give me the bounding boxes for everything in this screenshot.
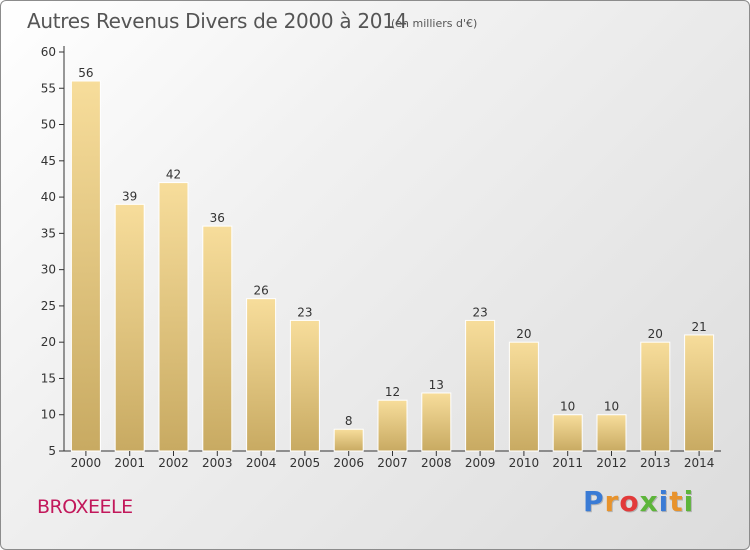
bar bbox=[552, 414, 583, 452]
y-tick-label: 30 bbox=[41, 263, 56, 277]
logo-letter: x bbox=[639, 485, 659, 518]
x-tick-label: 2013 bbox=[640, 456, 671, 470]
bar bbox=[640, 341, 671, 452]
x-tick-label: 2005 bbox=[290, 456, 321, 470]
y-tick-label: 40 bbox=[41, 190, 56, 204]
x-tick-label: 2012 bbox=[596, 456, 627, 470]
bar bbox=[333, 428, 364, 452]
y-tick-label: 5 bbox=[48, 444, 56, 458]
bar bbox=[70, 80, 101, 452]
x-tick-label: 2002 bbox=[158, 456, 189, 470]
bar bbox=[684, 334, 715, 452]
logo-letter: r bbox=[604, 485, 620, 518]
bar bbox=[202, 225, 233, 452]
x-tick-label: 2010 bbox=[509, 456, 540, 470]
y-tick-label: 55 bbox=[41, 81, 56, 95]
data-label: 56 bbox=[78, 66, 93, 80]
y-tick-label: 25 bbox=[41, 299, 56, 313]
x-tick-label: 2000 bbox=[71, 456, 102, 470]
x-tick-label: 2014 bbox=[684, 456, 715, 470]
data-label: 20 bbox=[648, 327, 663, 341]
place-name: BROXEELE bbox=[37, 496, 133, 518]
chart-title: Autres Revenus Divers de 2000 à 2014 bbox=[27, 9, 408, 33]
x-tick-label: 2011 bbox=[552, 456, 583, 470]
data-label: 10 bbox=[604, 400, 619, 414]
data-label: 20 bbox=[516, 327, 531, 341]
logo-letter: i bbox=[683, 485, 695, 518]
data-label: 36 bbox=[210, 211, 225, 225]
logo-letter: t bbox=[669, 485, 684, 518]
x-tick-label: 2009 bbox=[465, 456, 496, 470]
y-tick-label: 35 bbox=[41, 226, 56, 240]
bar bbox=[289, 319, 320, 452]
data-label: 13 bbox=[429, 378, 444, 392]
y-tick-label: 50 bbox=[41, 118, 56, 132]
data-label: 21 bbox=[691, 320, 706, 334]
proxiti-logo[interactable]: Proxiti bbox=[583, 485, 694, 518]
data-label: 42 bbox=[166, 168, 181, 182]
bar bbox=[158, 182, 189, 452]
bar bbox=[421, 392, 452, 452]
bar bbox=[246, 298, 277, 452]
chart-subtitle: (en milliers d'€) bbox=[391, 17, 478, 30]
x-tick-label: 2001 bbox=[114, 456, 145, 470]
y-tick-label: 20 bbox=[41, 335, 56, 349]
data-label: 10 bbox=[560, 400, 575, 414]
data-label: 39 bbox=[122, 189, 137, 203]
y-tick-label: 45 bbox=[41, 154, 56, 168]
data-label: 12 bbox=[385, 385, 400, 399]
bar bbox=[465, 319, 496, 452]
bar bbox=[508, 341, 539, 452]
data-label: 23 bbox=[472, 305, 487, 319]
x-tick-label: 2003 bbox=[202, 456, 233, 470]
logo-letter: o bbox=[619, 485, 640, 518]
bar bbox=[377, 399, 408, 452]
x-tick-label: 2004 bbox=[246, 456, 277, 470]
data-label: 8 bbox=[345, 414, 353, 428]
logo-letter: i bbox=[658, 485, 670, 518]
y-tick-label: 60 bbox=[41, 45, 56, 59]
bar bbox=[114, 203, 145, 452]
y-tick-label: 10 bbox=[41, 408, 56, 422]
x-tick-label: 2008 bbox=[421, 456, 452, 470]
x-tick-label: 2007 bbox=[377, 456, 408, 470]
logo-letter: P bbox=[583, 485, 605, 518]
data-label: 23 bbox=[297, 305, 312, 319]
y-tick-label: 15 bbox=[41, 371, 56, 385]
x-tick-label: 2006 bbox=[333, 456, 364, 470]
data-label: 26 bbox=[253, 284, 268, 298]
bar bbox=[596, 414, 627, 452]
